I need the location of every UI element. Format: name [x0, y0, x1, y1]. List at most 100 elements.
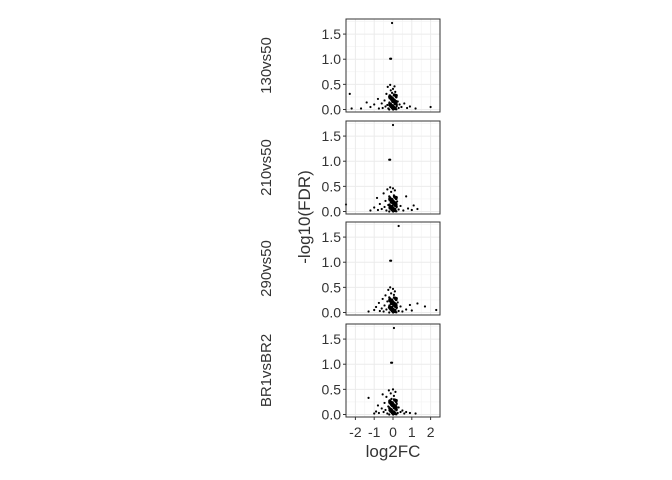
y-tick-label: 0.0 [322, 203, 342, 219]
data-point [403, 412, 406, 415]
y-tick-label: 1.5 [322, 331, 342, 347]
data-point [388, 199, 391, 202]
data-point [399, 204, 402, 208]
data-point [396, 411, 399, 415]
data-point [389, 83, 392, 86]
data-point [392, 326, 396, 330]
data-point [400, 105, 403, 109]
panel-border [345, 120, 441, 215]
data-point [429, 105, 432, 109]
data-point [391, 287, 395, 290]
facet-strip-label: BR1vsBR2 [258, 334, 275, 407]
data-point [393, 102, 397, 105]
data-point [408, 105, 412, 108]
data-point [416, 207, 419, 211]
data-point [406, 207, 410, 210]
data-point [390, 404, 394, 408]
data-point [350, 107, 353, 110]
data-point [385, 92, 388, 96]
data-point [435, 308, 438, 312]
data-point [384, 408, 387, 412]
data-point [394, 390, 397, 393]
data-point [390, 99, 394, 103]
data-point [389, 105, 392, 108]
data-point [391, 108, 394, 111]
data-point [389, 89, 392, 92]
data-point [392, 203, 395, 206]
data-point [397, 208, 400, 211]
data-point [385, 395, 388, 398]
data-point [391, 123, 395, 127]
data-point [383, 205, 386, 209]
y-axis-title: -log10(FDR) [295, 170, 314, 264]
data-point [374, 305, 378, 309]
y-tick-label: 1.0 [322, 254, 342, 270]
data-point [376, 404, 380, 407]
data-point [394, 90, 397, 93]
data-point [387, 389, 390, 392]
data-point [414, 412, 417, 415]
facet-panel: 0.0 0.5 1.0 1.5 BR1vsBR2 [258, 323, 441, 422]
data-point [392, 394, 396, 397]
y-tick-label: 0.5 [322, 76, 342, 92]
data-point [380, 407, 383, 410]
data-point [373, 206, 376, 209]
data-point [397, 224, 400, 228]
data-point [384, 199, 387, 203]
x-tick-label: -1 [368, 424, 381, 440]
data-point [391, 413, 394, 416]
data-point [386, 412, 389, 415]
data-point [405, 410, 408, 414]
data-point [393, 204, 397, 207]
data-point [388, 108, 391, 111]
data-point [393, 399, 396, 402]
data-point [380, 307, 383, 310]
data-point [348, 92, 351, 96]
data-point [389, 392, 392, 395]
data-point [395, 206, 398, 209]
data-point [388, 210, 391, 213]
data-point [395, 307, 398, 310]
data-point [403, 102, 406, 105]
y-tick-label: 1.5 [322, 26, 342, 42]
data-point [389, 207, 392, 210]
y-tick-label: 1.5 [322, 128, 342, 144]
x-tick-label: 0 [389, 424, 397, 440]
data-point [390, 201, 394, 205]
data-point [377, 301, 380, 305]
data-point [386, 188, 389, 191]
data-point [386, 103, 389, 107]
data-point [392, 293, 396, 296]
data-point [369, 209, 372, 212]
x-axis-title: log2FC [366, 442, 421, 461]
data-point [390, 259, 393, 262]
data-point [380, 102, 383, 105]
data-point [378, 202, 381, 206]
data-point [381, 297, 384, 301]
data-point [391, 210, 394, 213]
facet-strip-label: 210vs50 [258, 139, 275, 196]
data-point [391, 87, 395, 90]
data-point [385, 308, 388, 311]
data-point [373, 308, 376, 312]
data-point [394, 197, 397, 201]
data-point [390, 21, 394, 25]
data-point [386, 85, 389, 88]
data-point [367, 310, 370, 313]
data-point [377, 107, 380, 110]
data-point [410, 208, 413, 212]
data-point [390, 91, 394, 94]
data-point [399, 305, 402, 308]
data-point [367, 396, 370, 399]
data-point [387, 288, 390, 291]
data-point [394, 400, 397, 404]
data-point [389, 308, 392, 311]
data-point [385, 209, 388, 212]
y-tick-label: 0.0 [322, 304, 342, 320]
data-point [392, 101, 395, 104]
data-point [390, 57, 393, 60]
data-point [399, 410, 402, 414]
data-point [392, 304, 395, 307]
data-point [383, 401, 386, 405]
data-point [382, 310, 385, 313]
